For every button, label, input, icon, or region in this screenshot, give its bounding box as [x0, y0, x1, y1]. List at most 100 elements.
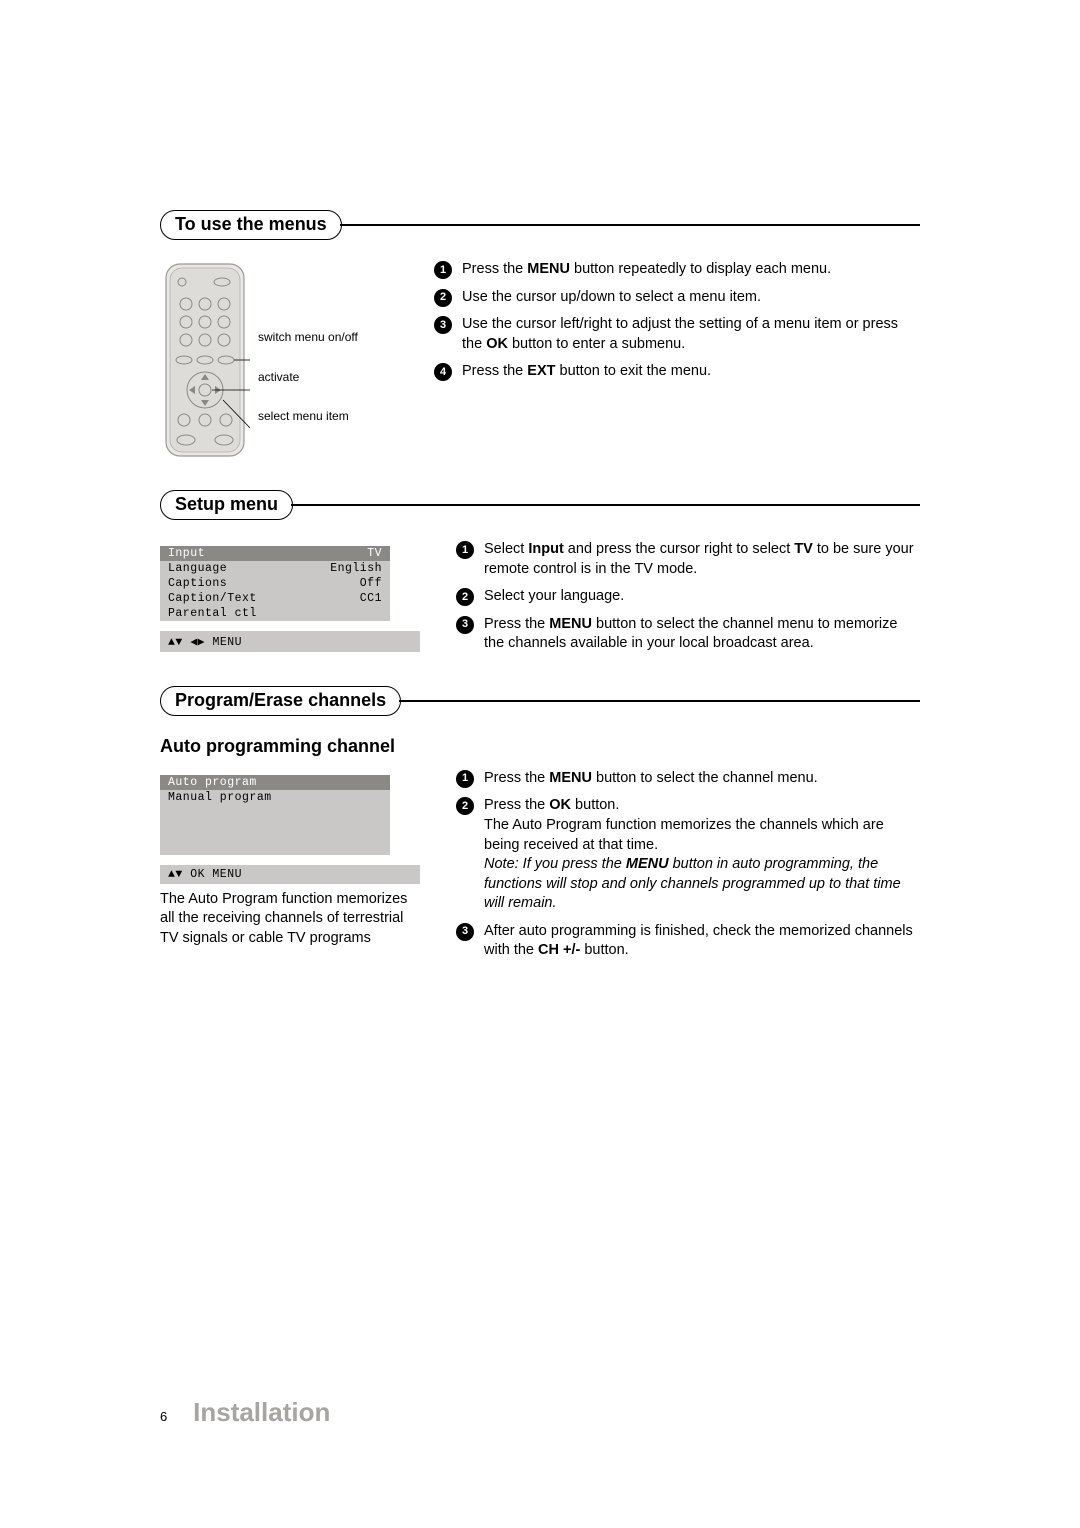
step-number-badge: 2	[434, 289, 452, 307]
section-rule	[340, 224, 920, 226]
osd-footer: ▲▼ OK MENU	[160, 865, 420, 884]
step-number-badge: 3	[456, 616, 474, 634]
text: The Auto Program function memorizes the …	[484, 817, 884, 853]
osd-row-manual-program: Manual program	[160, 790, 390, 805]
bold: EXT	[527, 363, 555, 379]
step-text: Press the MENU button to select the chan…	[484, 615, 920, 654]
osd-box: InputTV LanguageEnglish CaptionsOff Capt…	[160, 546, 390, 621]
osd-row-parental: Parental ctl	[160, 606, 390, 621]
step-3: 3 Use the cursor left/right to adjust th…	[434, 315, 920, 354]
text: button.	[571, 797, 619, 813]
auto-programming-block: Auto program Manual program ▲▼ OK MENU T…	[160, 769, 920, 969]
text: button to enter a submenu.	[508, 336, 685, 352]
bold: CH +/-	[538, 942, 580, 958]
remote-label-switch: switch menu on/off	[258, 330, 358, 346]
step-number-badge: 1	[434, 261, 452, 279]
osd-box: Auto program Manual program	[160, 775, 390, 855]
osd-key: Captions	[168, 577, 360, 590]
left-paragraph: The Auto Program function memorizes all …	[160, 890, 420, 949]
text: button to select the channel menu.	[592, 770, 818, 786]
step-text: Use the cursor left/right to adjust the …	[462, 315, 920, 354]
remote-illustration-block: switch menu on/off activate select menu …	[160, 260, 420, 460]
step-text: Press the MENU button to select the chan…	[484, 769, 920, 789]
osd-setup-menu: InputTV LanguageEnglish CaptionsOff Capt…	[160, 540, 420, 662]
steps-list-setup: 1 Select Input and press the cursor righ…	[456, 540, 920, 662]
bold: TV	[794, 541, 813, 557]
step-text: Select Input and press the cursor right …	[484, 540, 920, 579]
osd-key: Parental ctl	[168, 607, 382, 620]
step-text: Press the MENU button repeatedly to disp…	[462, 260, 920, 280]
step-3: 3 Press the MENU button to select the ch…	[456, 615, 920, 654]
bold: MENU	[626, 856, 669, 872]
bold: OK	[549, 797, 571, 813]
step-number-badge: 3	[456, 923, 474, 941]
osd-row-language: LanguageEnglish	[160, 561, 390, 576]
text: Press the	[484, 616, 549, 632]
step-text: Use the cursor up/down to select a menu …	[462, 288, 920, 308]
osd-row-captions: CaptionsOff	[160, 576, 390, 591]
step-text: Select your language.	[484, 587, 920, 607]
note-text: Note: If you press the MENU button in au…	[484, 856, 901, 911]
section-rule	[291, 504, 920, 506]
step-4: 4 Press the EXT button to exit the menu.	[434, 362, 920, 382]
remote-and-steps: switch menu on/off activate select menu …	[160, 260, 920, 460]
step-1: 1 Select Input and press the cursor righ…	[456, 540, 920, 579]
step-number-badge: 1	[456, 541, 474, 559]
step-2: 2 Select your language.	[456, 587, 920, 607]
step-2: 2 Use the cursor up/down to select a men…	[434, 288, 920, 308]
osd-row-auto-program: Auto program	[160, 775, 390, 790]
osd-val: TV	[367, 547, 382, 560]
bold: MENU	[527, 261, 570, 277]
osd-row-input: InputTV	[160, 546, 390, 561]
setup-menu-block: InputTV LanguageEnglish CaptionsOff Capt…	[160, 540, 920, 662]
section-heading-row: To use the menus	[160, 210, 920, 240]
step-number-badge: 2	[456, 797, 474, 815]
text: button to exit the menu.	[555, 363, 711, 379]
footer-title: Installation	[193, 1397, 330, 1427]
step-3: 3 After auto programming is finished, ch…	[456, 922, 920, 961]
page-footer: 6 Installation	[160, 1397, 330, 1428]
step-number-badge: 2	[456, 588, 474, 606]
step-1: 1 Press the MENU button repeatedly to di…	[434, 260, 920, 280]
bold: Input	[528, 541, 563, 557]
page-number: 6	[160, 1409, 167, 1424]
osd-val: English	[330, 562, 382, 575]
text: Press the	[484, 770, 549, 786]
remote-label-list: switch menu on/off activate select menu …	[258, 260, 358, 449]
bold: MENU	[549, 616, 592, 632]
step-number-badge: 4	[434, 363, 452, 381]
step-text: After auto programming is finished, chec…	[484, 922, 920, 961]
section-heading-row: Program/Erase channels	[160, 686, 920, 716]
step-text: Press the OK button. The Auto Program fu…	[484, 796, 920, 913]
text: Press the	[484, 797, 549, 813]
text: Note: If you press the	[484, 856, 626, 872]
remote-label-activate: activate	[258, 370, 358, 386]
remote-control-icon	[160, 260, 250, 460]
text: button.	[580, 942, 628, 958]
section-title-setup-menu: Setup menu	[160, 490, 293, 520]
osd-footer: ▲▼ ◀▶ MENU	[160, 631, 420, 652]
left-column: Auto program Manual program ▲▼ OK MENU T…	[160, 769, 420, 969]
page-content: To use the menus	[160, 210, 920, 993]
osd-key: Auto program	[168, 776, 382, 789]
subheading-auto-programming: Auto programming channel	[160, 736, 920, 757]
step-text: Press the EXT button to exit the menu.	[462, 362, 920, 382]
osd-key: Language	[168, 562, 330, 575]
step-number-badge: 1	[456, 770, 474, 788]
text: Press the	[462, 363, 527, 379]
remote-label-select: select menu item	[258, 409, 358, 425]
section-title-program-erase: Program/Erase channels	[160, 686, 401, 716]
steps-list-use-menus: 1 Press the MENU button repeatedly to di…	[434, 260, 920, 460]
step-number-badge: 3	[434, 316, 452, 334]
osd-key: Caption/Text	[168, 592, 360, 605]
bold: MENU	[549, 770, 592, 786]
text: and press the cursor right to select	[564, 541, 795, 557]
bold: OK	[486, 336, 508, 352]
osd-key: Manual program	[168, 791, 382, 804]
text: button repeatedly to display each menu.	[570, 261, 831, 277]
text: Select	[484, 541, 528, 557]
steps-list-auto-program: 1 Press the MENU button to select the ch…	[456, 769, 920, 969]
step-2: 2 Press the OK button. The Auto Program …	[456, 796, 920, 913]
text: Press the	[462, 261, 527, 277]
osd-val: CC1	[360, 592, 382, 605]
